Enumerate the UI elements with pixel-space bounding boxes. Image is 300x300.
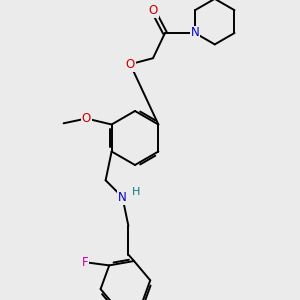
Text: O: O — [82, 112, 91, 125]
Text: F: F — [82, 256, 88, 269]
Text: O: O — [126, 58, 135, 71]
Text: H: H — [131, 187, 140, 197]
Text: O: O — [148, 4, 158, 17]
Text: N: N — [118, 190, 127, 204]
Text: N: N — [190, 26, 200, 40]
